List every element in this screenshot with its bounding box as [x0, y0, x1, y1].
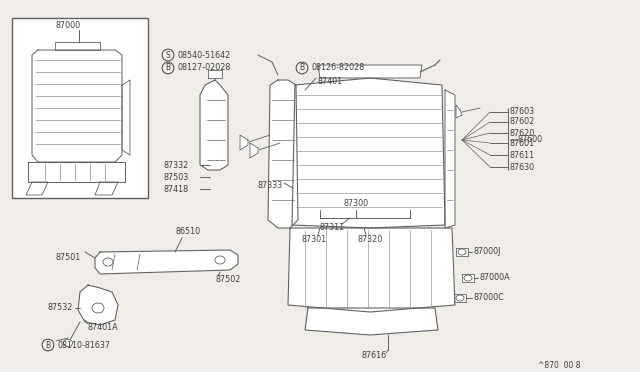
Polygon shape — [200, 80, 228, 170]
Ellipse shape — [103, 258, 113, 266]
Polygon shape — [454, 294, 466, 302]
Text: 87000C: 87000C — [474, 294, 505, 302]
Text: 87503: 87503 — [163, 173, 188, 182]
Text: 87332: 87332 — [163, 160, 188, 170]
Text: B: B — [300, 64, 305, 73]
Polygon shape — [456, 248, 468, 256]
Text: 87401A: 87401A — [88, 324, 118, 333]
Text: 08540-51642: 08540-51642 — [178, 51, 231, 60]
Text: S: S — [166, 51, 170, 60]
Polygon shape — [122, 80, 130, 155]
Text: 87000: 87000 — [55, 20, 80, 29]
Ellipse shape — [464, 275, 472, 281]
Polygon shape — [250, 143, 258, 158]
Ellipse shape — [456, 295, 464, 301]
Text: 87602: 87602 — [510, 118, 535, 126]
Polygon shape — [240, 135, 248, 150]
Text: 08126-82028: 08126-82028 — [312, 64, 365, 73]
Text: 86510: 86510 — [175, 228, 200, 237]
Polygon shape — [208, 70, 222, 78]
Ellipse shape — [63, 340, 72, 346]
Polygon shape — [462, 274, 474, 282]
Polygon shape — [445, 90, 455, 228]
Text: 87301: 87301 — [302, 235, 327, 244]
Text: ^870  00 8: ^870 00 8 — [538, 360, 580, 369]
Text: 87000A: 87000A — [480, 273, 511, 282]
Text: 87311: 87311 — [320, 224, 345, 232]
Text: 87603: 87603 — [510, 108, 535, 116]
Polygon shape — [305, 308, 438, 335]
Text: 08127-02028: 08127-02028 — [178, 64, 232, 73]
Text: 87320: 87320 — [358, 235, 383, 244]
Polygon shape — [318, 65, 422, 78]
Ellipse shape — [458, 249, 466, 255]
Text: 87000J: 87000J — [474, 247, 501, 257]
Text: 87300: 87300 — [343, 199, 368, 208]
Text: 87333: 87333 — [257, 180, 282, 189]
Text: 87620: 87620 — [510, 128, 535, 138]
Polygon shape — [95, 250, 238, 274]
Polygon shape — [28, 162, 125, 182]
Text: 87418: 87418 — [163, 185, 188, 193]
Text: B: B — [165, 64, 171, 73]
Ellipse shape — [92, 303, 104, 313]
Polygon shape — [26, 182, 48, 195]
Text: 87616: 87616 — [362, 350, 387, 359]
Polygon shape — [55, 42, 100, 50]
Bar — [12, 18, 148, 198]
Polygon shape — [292, 78, 445, 228]
Text: 08110-81637: 08110-81637 — [58, 340, 111, 350]
Text: 87502: 87502 — [215, 276, 241, 285]
Text: 87600: 87600 — [518, 135, 543, 144]
Text: 87601: 87601 — [510, 138, 535, 148]
Text: 87532: 87532 — [48, 304, 74, 312]
Text: 87401: 87401 — [318, 77, 343, 87]
Ellipse shape — [215, 256, 225, 264]
Polygon shape — [78, 285, 118, 325]
Text: 87611: 87611 — [510, 151, 535, 160]
Text: 87501: 87501 — [55, 253, 80, 263]
Text: 87630: 87630 — [510, 163, 535, 171]
Polygon shape — [456, 105, 462, 118]
Polygon shape — [32, 50, 122, 162]
Polygon shape — [95, 182, 118, 195]
Polygon shape — [268, 80, 298, 228]
Polygon shape — [288, 228, 455, 312]
Text: B: B — [45, 340, 51, 350]
